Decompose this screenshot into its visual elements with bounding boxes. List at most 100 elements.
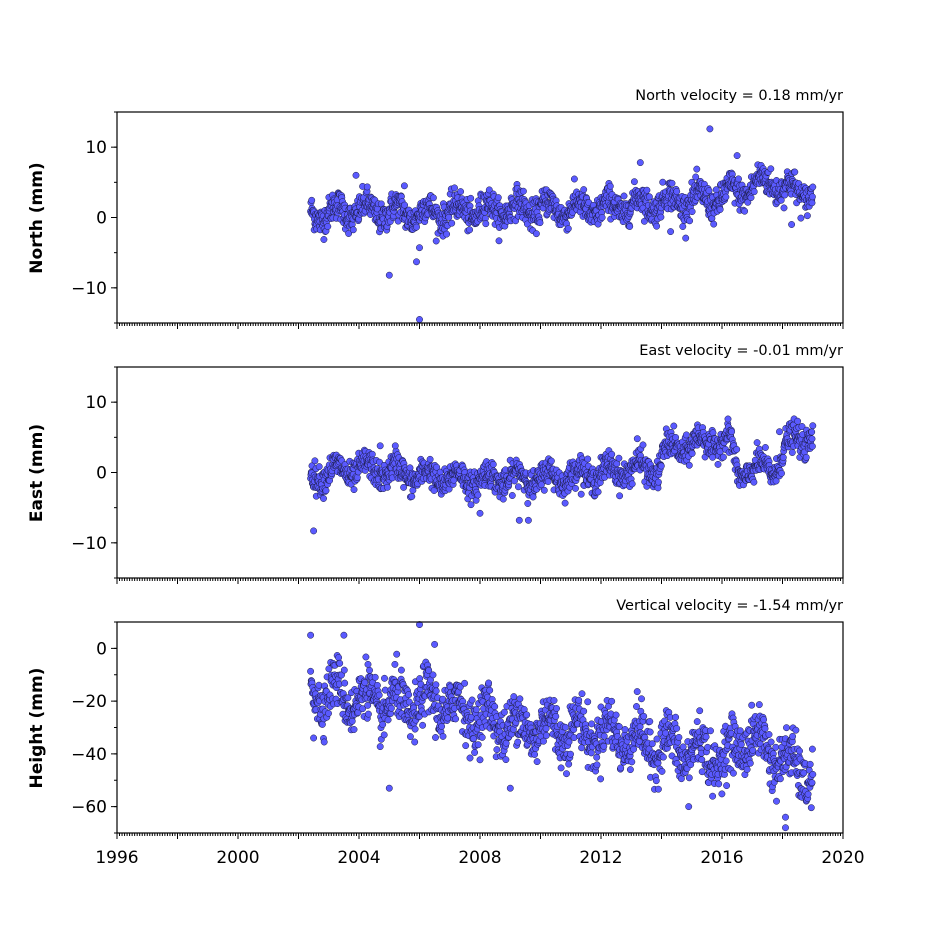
data-point — [808, 779, 816, 787]
data-point — [626, 223, 634, 230]
y-tick-label: 0 — [96, 464, 107, 484]
data-point — [809, 422, 817, 430]
data-point — [788, 449, 796, 456]
data-point — [580, 707, 588, 715]
y-tick-label: 0 — [96, 639, 107, 659]
data-point — [533, 758, 541, 766]
data-point — [552, 712, 560, 720]
data-point — [426, 455, 434, 463]
data-point — [523, 711, 531, 719]
data-point — [715, 780, 723, 788]
outlier-point — [340, 631, 348, 639]
data-point — [466, 226, 474, 234]
y-tick-label: −10 — [71, 534, 107, 554]
data-point — [719, 453, 727, 461]
data-point — [439, 732, 447, 740]
data-point — [429, 194, 437, 202]
data-point — [643, 186, 651, 194]
data-point — [753, 439, 761, 447]
data-point — [514, 483, 522, 491]
data-point — [808, 745, 816, 753]
data-point — [673, 724, 681, 732]
data-point — [781, 191, 789, 199]
data-point — [474, 741, 482, 749]
data-point — [336, 659, 344, 667]
data-point — [791, 168, 799, 176]
data-point — [760, 716, 768, 724]
data-point — [679, 223, 687, 230]
data-point — [716, 206, 724, 213]
data-point — [710, 220, 718, 228]
data-point — [563, 770, 570, 778]
data-point — [557, 764, 565, 772]
data-point — [508, 492, 516, 499]
data-point — [778, 469, 785, 477]
data-point — [368, 450, 376, 458]
data-point — [345, 230, 353, 237]
data-point — [489, 460, 497, 468]
data-point — [693, 718, 701, 726]
data-point — [349, 226, 357, 234]
data-point — [570, 175, 578, 183]
data-point — [511, 477, 518, 485]
outlier-point — [788, 221, 796, 228]
data-point — [536, 219, 544, 227]
data-point — [670, 422, 678, 430]
data-point — [672, 713, 680, 721]
data-point — [320, 236, 328, 243]
data-point — [383, 483, 391, 491]
data-point — [808, 199, 816, 207]
data-point — [468, 696, 476, 704]
data-point — [371, 673, 379, 681]
outlier-point — [416, 316, 423, 323]
data-point — [580, 186, 588, 194]
outlier-point — [782, 824, 789, 832]
data-point — [750, 478, 758, 486]
data-point — [373, 681, 381, 689]
data-point — [685, 461, 693, 469]
data-point — [405, 691, 413, 699]
data-point — [467, 501, 475, 509]
data-point — [809, 770, 817, 778]
data-point — [600, 742, 608, 750]
data-point — [705, 187, 713, 195]
data-point — [353, 474, 361, 481]
data-point — [789, 732, 797, 740]
data-point — [640, 712, 648, 720]
y-tick-label: 0 — [96, 209, 107, 229]
data-point — [510, 693, 518, 701]
data-point — [476, 756, 484, 764]
data-point — [806, 760, 814, 768]
data-point — [584, 698, 592, 706]
data-point — [393, 650, 401, 658]
north-points — [307, 125, 817, 323]
data-point — [612, 711, 620, 719]
data-point — [688, 208, 696, 216]
data-point — [432, 734, 439, 741]
data-point — [380, 731, 388, 739]
data-point — [387, 704, 395, 712]
data-point — [724, 415, 732, 423]
data-point — [499, 495, 507, 503]
data-point — [472, 706, 480, 714]
data-point — [646, 728, 654, 736]
data-point — [502, 756, 510, 764]
data-point — [439, 695, 447, 703]
data-point — [807, 804, 815, 812]
data-point — [553, 705, 560, 712]
height-points — [307, 621, 817, 832]
data-point — [748, 701, 756, 709]
height-panel: Vertical velocity = -1.54 mm/yr −60 −40 −2… — [27, 598, 865, 868]
data-point — [350, 726, 358, 733]
data-point — [406, 733, 414, 741]
outlier-point — [385, 271, 393, 279]
data-point — [608, 450, 616, 458]
data-point — [315, 463, 323, 471]
data-point — [772, 743, 780, 751]
data-point — [324, 223, 332, 230]
data-point — [540, 737, 547, 745]
data-point — [645, 193, 653, 201]
data-point — [411, 738, 419, 746]
outlier-point — [385, 784, 393, 792]
data-point — [452, 715, 460, 723]
